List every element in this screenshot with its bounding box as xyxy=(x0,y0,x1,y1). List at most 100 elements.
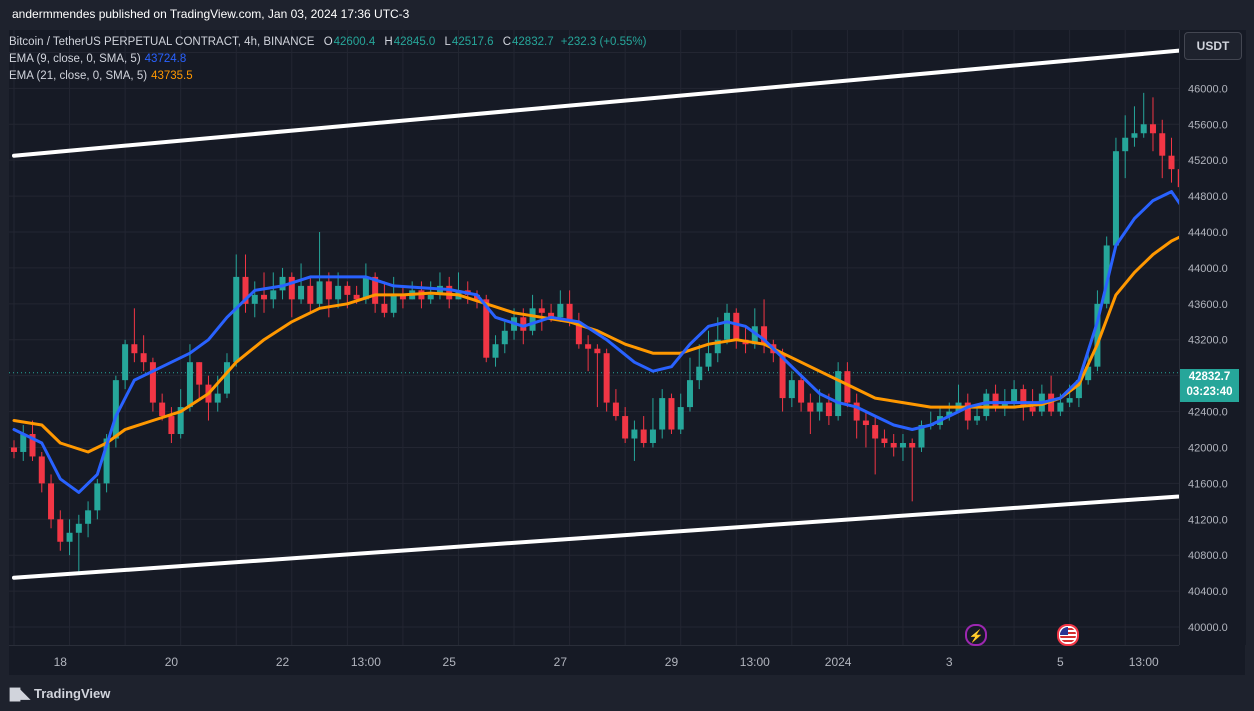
candle[interactable] xyxy=(1103,236,1110,309)
candle[interactable] xyxy=(705,330,712,372)
candle[interactable] xyxy=(186,344,193,412)
candle[interactable] xyxy=(20,425,27,461)
price-chart[interactable] xyxy=(9,30,1179,645)
time-axis[interactable]: 18 20 22 13:00 25 27 29 13:00 2024 3 5 13:00 xyxy=(9,645,1179,676)
candle[interactable] xyxy=(279,267,286,300)
channel-lower-line[interactable] xyxy=(12,479,1179,580)
candle[interactable] xyxy=(853,393,860,439)
candle[interactable] xyxy=(501,321,508,354)
candle[interactable] xyxy=(242,254,249,313)
candle[interactable] xyxy=(668,393,675,435)
candle[interactable] xyxy=(205,375,212,421)
candle[interactable] xyxy=(575,312,582,349)
candle[interactable] xyxy=(270,272,277,309)
candle[interactable] xyxy=(66,519,73,556)
candle[interactable] xyxy=(316,232,323,309)
candle[interactable] xyxy=(649,398,656,448)
candle[interactable] xyxy=(622,407,629,443)
candle[interactable] xyxy=(29,420,36,461)
candle[interactable] xyxy=(1085,353,1092,385)
candle[interactable] xyxy=(177,389,184,439)
candle[interactable] xyxy=(196,362,203,399)
channel-upper-line[interactable] xyxy=(12,30,1179,158)
candle[interactable] xyxy=(696,344,703,390)
candle[interactable] xyxy=(325,272,332,318)
candle[interactable] xyxy=(131,308,138,363)
candle[interactable] xyxy=(798,375,805,412)
candle[interactable] xyxy=(57,510,64,551)
candle[interactable] xyxy=(612,389,619,421)
candle[interactable] xyxy=(890,434,897,457)
us-flag-icon[interactable] xyxy=(1057,624,1079,646)
candle[interactable] xyxy=(585,335,592,372)
legend-ema9-row[interactable]: EMA (9, close, 0, SMA, 5) 43724.8 xyxy=(9,51,646,68)
candle[interactable] xyxy=(872,416,879,475)
candle[interactable] xyxy=(122,339,129,390)
candle[interactable] xyxy=(233,254,240,367)
candle[interactable] xyxy=(733,308,740,349)
price-axis[interactable]: 40000.0 40400.0 40800.0 41200.0 41600.0 42000… xyxy=(1179,30,1246,645)
candle[interactable] xyxy=(492,335,499,367)
candle[interactable] xyxy=(94,478,101,520)
candle[interactable] xyxy=(1112,137,1119,250)
candle[interactable] xyxy=(140,335,147,372)
candle[interactable] xyxy=(1140,92,1147,138)
candle[interactable] xyxy=(399,285,406,309)
candle[interactable] xyxy=(381,281,388,318)
candle[interactable] xyxy=(11,440,17,459)
candle[interactable] xyxy=(659,389,666,439)
candle[interactable] xyxy=(640,416,647,448)
candle[interactable] xyxy=(594,344,601,408)
candle[interactable] xyxy=(251,281,258,318)
candle[interactable] xyxy=(75,514,82,574)
candle[interactable] xyxy=(288,272,295,318)
candle[interactable] xyxy=(48,474,55,529)
candle[interactable] xyxy=(909,438,916,502)
candle[interactable] xyxy=(1094,290,1101,372)
candle[interactable] xyxy=(677,393,684,435)
tradingview-logo[interactable]: ▇◣ TradingView xyxy=(10,686,110,702)
candle[interactable] xyxy=(409,281,416,300)
lightning-icon[interactable]: ⚡ xyxy=(965,624,987,646)
candle[interactable] xyxy=(1159,119,1166,179)
candle[interactable] xyxy=(807,393,814,435)
candle[interactable] xyxy=(983,389,990,421)
candle[interactable] xyxy=(149,357,156,412)
candle[interactable] xyxy=(390,276,397,318)
candle[interactable] xyxy=(1149,97,1156,152)
candle[interactable] xyxy=(538,299,545,331)
candle[interactable] xyxy=(1048,375,1055,417)
legend-ema21-row[interactable]: EMA (21, close, 0, SMA, 5) 43735.5 xyxy=(9,68,646,85)
candle[interactable] xyxy=(881,429,888,448)
candle[interactable] xyxy=(686,357,693,412)
candle[interactable] xyxy=(724,303,731,345)
candle[interactable] xyxy=(557,290,564,322)
high-value: 42845.0 xyxy=(393,36,436,48)
candle[interactable] xyxy=(223,353,230,399)
candle[interactable] xyxy=(85,501,92,538)
candle[interactable] xyxy=(298,263,305,304)
candle[interactable] xyxy=(38,451,45,493)
candle[interactable] xyxy=(446,276,453,309)
time-tick-label: 13:00 xyxy=(740,655,770,669)
chart-pane[interactable] xyxy=(9,30,1179,645)
currency-button[interactable]: USDT xyxy=(1184,32,1242,60)
candle[interactable] xyxy=(964,393,971,430)
candle[interactable] xyxy=(1122,115,1129,179)
candle[interactable] xyxy=(862,411,869,448)
candle[interactable] xyxy=(1131,106,1138,147)
candle[interactable] xyxy=(631,420,638,461)
candle[interactable] xyxy=(788,371,795,408)
candle[interactable] xyxy=(835,362,842,421)
candle[interactable] xyxy=(1038,384,1045,417)
symbol-title[interactable]: Bitcoin / TetherUS PERPETUAL CONTRACT, 4… xyxy=(9,36,315,48)
candle[interactable] xyxy=(603,348,610,412)
candle[interactable] xyxy=(307,276,314,313)
candle[interactable] xyxy=(1177,160,1179,200)
candle[interactable] xyxy=(261,272,268,313)
candle[interactable] xyxy=(899,434,906,461)
candle[interactable] xyxy=(974,407,981,426)
ema9-line[interactable] xyxy=(12,190,1179,494)
candle[interactable] xyxy=(1168,137,1175,183)
ema21-line[interactable] xyxy=(12,235,1179,454)
